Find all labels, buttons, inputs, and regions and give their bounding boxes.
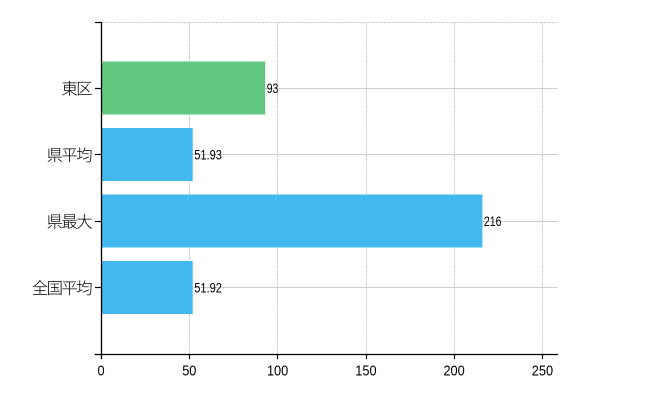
svg-text:50: 50 [182,363,196,380]
svg-text:216: 216 [484,214,502,229]
svg-text:51.92: 51.92 [194,280,222,295]
svg-text:51.93: 51.93 [194,147,222,162]
svg-text:150: 150 [355,363,376,380]
svg-text:93: 93 [267,81,279,96]
svg-text:250: 250 [532,363,553,380]
svg-text:0: 0 [97,363,104,380]
svg-text:100: 100 [267,363,288,380]
svg-text:200: 200 [443,363,464,380]
